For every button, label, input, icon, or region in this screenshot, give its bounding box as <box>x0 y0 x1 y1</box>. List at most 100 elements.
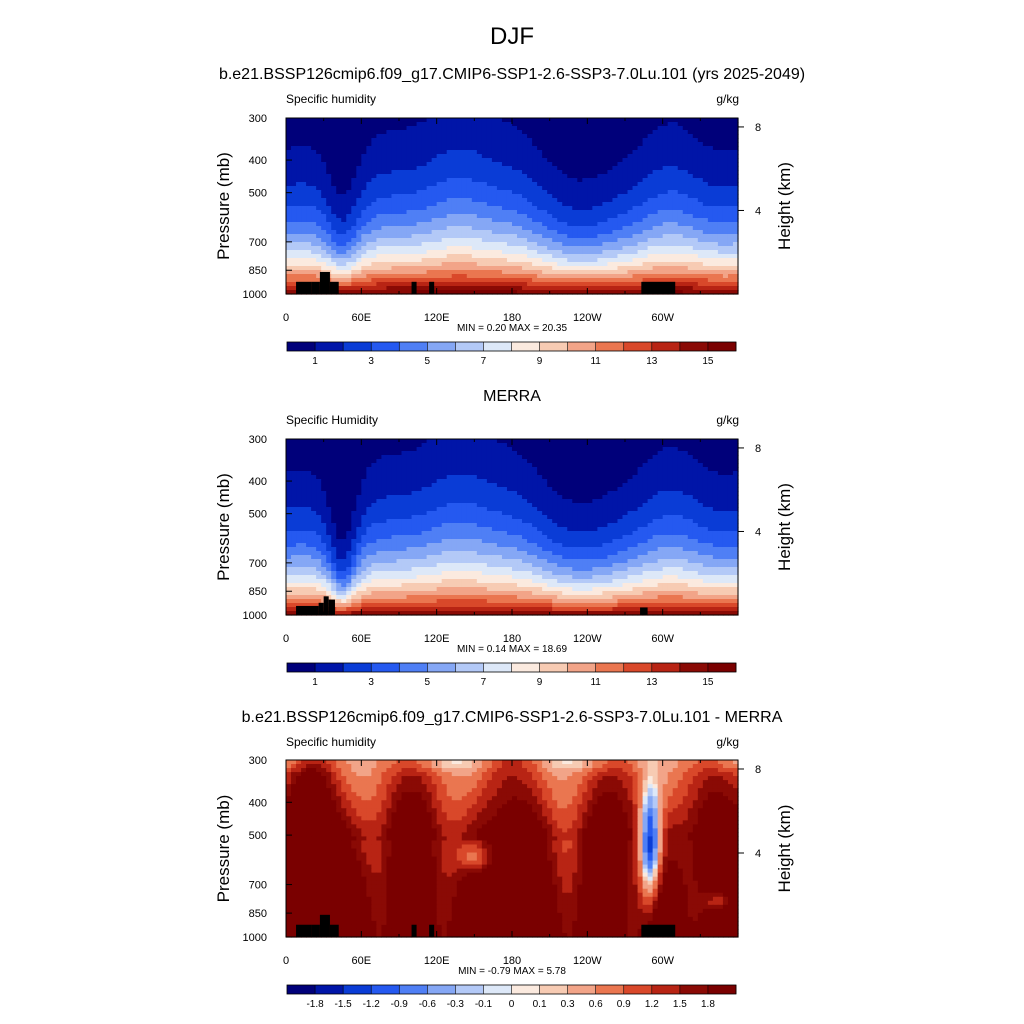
heatmap-cell <box>466 214 473 219</box>
heatmap-cell <box>622 262 629 267</box>
heatmap-cell <box>587 198 593 203</box>
heatmap-cell <box>501 266 508 271</box>
heatmap-cell <box>326 214 332 219</box>
heatmap-cell <box>506 467 513 472</box>
heatmap-cell <box>476 166 483 171</box>
heatmap-cell <box>722 238 729 243</box>
heatmap-cell <box>336 459 342 464</box>
heatmap-cell <box>582 286 588 291</box>
heatmap-cell <box>436 218 443 223</box>
heatmap-cell <box>381 286 388 291</box>
heatmap-cell <box>602 210 609 215</box>
heatmap-cell <box>577 242 583 247</box>
heatmap-cell <box>361 214 367 219</box>
heatmap-cell <box>371 286 377 291</box>
heatmap-cell <box>612 246 619 251</box>
heatmap-cell <box>456 130 463 135</box>
heatmap-cell <box>306 206 312 211</box>
heatmap-cell <box>652 258 659 263</box>
heatmap-cell <box>647 278 654 283</box>
heatmap-cell <box>587 459 593 464</box>
heatmap-cell <box>316 198 322 203</box>
heatmap-cell <box>441 162 448 167</box>
heatmap-cell <box>647 134 654 139</box>
heatmap-cell <box>727 274 734 279</box>
heatmap-cell <box>517 182 523 187</box>
heatmap-cell <box>652 254 659 259</box>
heatmap-cell <box>607 238 614 243</box>
heatmap-cell <box>712 262 719 267</box>
heatmap-cell <box>587 258 593 263</box>
heatmap-cell <box>381 194 388 199</box>
heatmap-cell <box>537 158 543 163</box>
heatmap-cell <box>517 186 523 191</box>
heatmap-cell <box>552 202 558 207</box>
heatmap-cell <box>316 439 322 444</box>
heatmap-cell <box>592 154 598 159</box>
heatmap-cell <box>296 178 302 183</box>
heatmap-cell <box>512 198 518 203</box>
heatmap-cell <box>657 142 664 147</box>
heatmap-cell <box>481 246 488 251</box>
heatmap-cell <box>717 174 724 179</box>
heatmap-cell <box>602 475 609 480</box>
heatmap-cell <box>607 234 614 239</box>
heatmap-cell <box>291 118 297 123</box>
heatmap-cell <box>491 278 498 283</box>
heatmap-cell <box>336 246 342 251</box>
heatmap-cell <box>376 282 383 287</box>
heatmap-cell <box>732 182 739 187</box>
heatmap-cell <box>617 146 624 151</box>
heatmap-cell <box>522 162 528 167</box>
heatmap-cell <box>652 455 659 460</box>
heatmap-cell <box>356 475 362 480</box>
heatmap-cell <box>421 202 428 207</box>
heatmap-cell <box>572 202 578 207</box>
heatmap-cell <box>607 250 614 255</box>
heatmap-cell <box>381 262 388 267</box>
heatmap-cell <box>547 190 553 195</box>
heatmap-cell <box>542 451 548 456</box>
heatmap-cell <box>637 234 644 239</box>
heatmap-cell <box>476 190 483 195</box>
heatmap-cell <box>421 190 428 195</box>
heatmap-cell <box>411 174 418 179</box>
heatmap-cell <box>717 463 724 468</box>
heatmap-cell <box>466 198 473 203</box>
heatmap-cell <box>506 286 513 291</box>
heatmap-cell <box>351 178 357 183</box>
heatmap-cell <box>527 134 533 139</box>
heatmap-cell <box>642 118 649 123</box>
heatmap-cell <box>381 254 388 259</box>
heatmap-cell <box>461 138 468 143</box>
heatmap-cell <box>687 238 694 243</box>
heatmap-cell <box>421 286 428 291</box>
heatmap-cell <box>642 439 649 444</box>
heatmap-cell <box>441 451 448 456</box>
heatmap-cell <box>522 198 528 203</box>
heatmap-cell <box>316 162 322 167</box>
heatmap-cell <box>436 282 443 287</box>
heatmap-cell <box>532 226 538 231</box>
heatmap-cell <box>436 451 443 456</box>
heatmap-cell <box>582 242 588 247</box>
heatmap-cell <box>456 138 463 143</box>
heatmap-cell <box>712 230 719 235</box>
heatmap-cell <box>517 174 523 179</box>
heatmap-cell <box>316 443 322 448</box>
heatmap-cell <box>702 262 709 267</box>
heatmap-cell <box>627 134 634 139</box>
heatmap-cell <box>692 142 699 147</box>
heatmap-cell <box>572 182 578 187</box>
heatmap-cell <box>426 266 433 271</box>
heatmap-cell <box>486 234 493 239</box>
heatmap-cell <box>476 246 483 251</box>
heatmap-cell <box>627 459 634 464</box>
heatmap-cell <box>506 451 513 456</box>
heatmap-cell <box>456 459 463 464</box>
heatmap-cell <box>557 174 563 179</box>
heatmap-cell <box>416 286 423 291</box>
heatmap-cell <box>682 451 689 456</box>
heatmap-cell <box>722 118 729 123</box>
heatmap-cell <box>406 178 413 183</box>
